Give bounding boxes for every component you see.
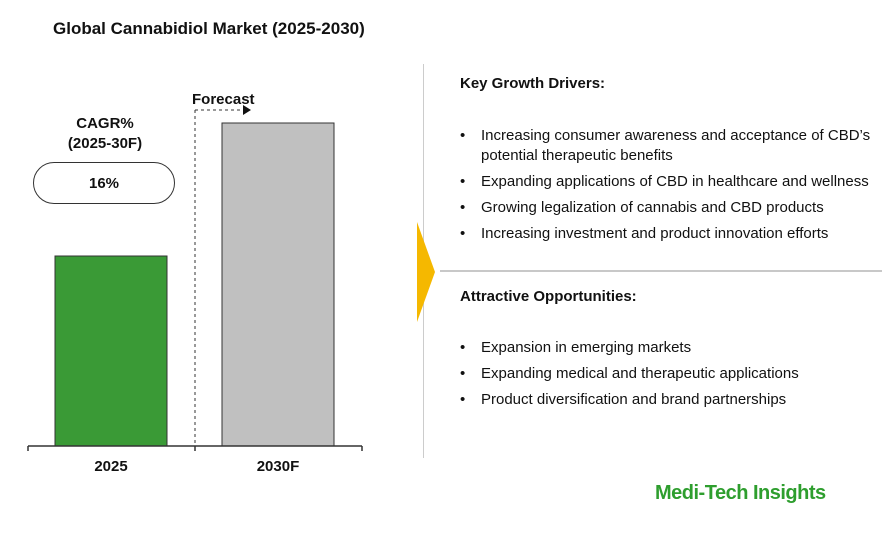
list-item: Growing legalization of cannabis and CBD… [460, 198, 880, 218]
cagr-label: CAGR% (2025-30F) [60, 114, 150, 154]
cagr-value-badge: 16% [33, 162, 175, 204]
list-item: Expansion in emerging markets [460, 338, 880, 358]
drivers-list: Increasing consumer awareness and accept… [460, 126, 880, 250]
brand-logo: Medi-Tech Insights [655, 482, 826, 504]
list-item: Increasing investment and product innova… [460, 224, 880, 244]
chevron-right-icon [417, 222, 435, 322]
page-title: Global Cannabidiol Market (2025-2030) [53, 19, 365, 38]
x-tick-label: 2030F [257, 458, 300, 475]
opportunities-title: Attractive Opportunities: [460, 288, 637, 305]
list-item: Expanding applications of CBD in healthc… [460, 172, 880, 192]
x-axis-labels: 2025 2030F [94, 458, 299, 475]
drivers-title: Key Growth Drivers: [460, 75, 606, 92]
section-divider [440, 270, 882, 272]
list-item: Expanding medical and therapeutic applic… [460, 364, 880, 384]
list-item: Increasing consumer awareness and accept… [460, 126, 880, 166]
x-tick-label: 2025 [94, 458, 127, 475]
list-item: Product diversification and brand partne… [460, 390, 880, 410]
bar-2030F [221, 122, 335, 447]
opportunities-list: Expansion in emerging markets Expanding … [460, 338, 880, 416]
bars-group [54, 122, 335, 447]
cagr-label-line1: CAGR% [76, 115, 134, 132]
cagr-label-line2: (2025-30F) [67, 135, 143, 152]
forecast-arrow-icon [243, 105, 251, 115]
x-axis-ticks [27, 446, 363, 451]
bar-chart: 2025 2030F [27, 105, 363, 475]
forecast-label: Forecast [192, 91, 255, 108]
bar-2025 [54, 255, 168, 447]
